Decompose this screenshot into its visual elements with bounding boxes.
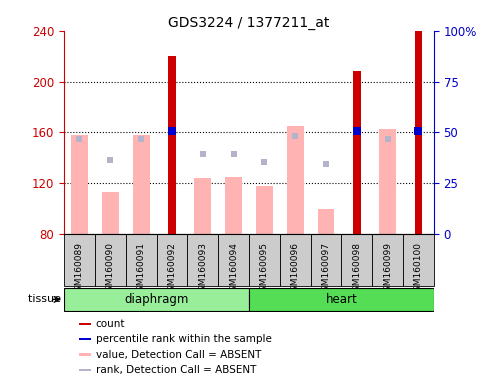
Text: tissue: tissue [28, 295, 64, 305]
Text: GSM160090: GSM160090 [106, 242, 115, 297]
Text: GSM160093: GSM160093 [198, 242, 207, 297]
Bar [225, 177, 242, 234]
Text: GSM160089: GSM160089 [75, 242, 84, 297]
Bar [353, 71, 361, 234]
Bar [79, 338, 91, 340]
Bar [102, 192, 119, 234]
Bar [187, 234, 218, 286]
Bar [403, 234, 434, 286]
Text: GSM160096: GSM160096 [291, 242, 300, 297]
Text: GSM160092: GSM160092 [168, 242, 176, 297]
Bar [71, 135, 88, 234]
Bar [133, 135, 149, 234]
Text: rank, Detection Call = ABSENT: rank, Detection Call = ABSENT [96, 365, 256, 375]
Bar [341, 234, 372, 286]
Text: diaphragm: diaphragm [124, 293, 189, 306]
Bar [218, 234, 249, 286]
Bar [79, 369, 91, 371]
Bar [256, 186, 273, 234]
Bar [249, 288, 434, 311]
Bar [415, 31, 423, 234]
Text: percentile rank within the sample: percentile rank within the sample [96, 334, 272, 344]
Bar [168, 56, 176, 234]
Text: GSM160094: GSM160094 [229, 242, 238, 297]
Bar [311, 234, 341, 286]
Text: heart: heart [325, 293, 357, 306]
Bar [126, 234, 157, 286]
Bar [64, 234, 95, 286]
Text: GSM160091: GSM160091 [137, 242, 145, 297]
Text: GSM160099: GSM160099 [383, 242, 392, 297]
Text: GSM160097: GSM160097 [321, 242, 330, 297]
Bar [249, 234, 280, 286]
Title: GDS3224 / 1377211_at: GDS3224 / 1377211_at [168, 16, 330, 30]
Bar [372, 234, 403, 286]
Bar [280, 234, 311, 286]
Bar [317, 209, 334, 234]
Text: GSM160098: GSM160098 [352, 242, 361, 297]
Bar [194, 178, 211, 234]
Text: GSM160095: GSM160095 [260, 242, 269, 297]
Text: GSM160100: GSM160100 [414, 242, 423, 297]
Bar [287, 126, 304, 234]
Bar [95, 234, 126, 286]
Text: value, Detection Call = ABSENT: value, Detection Call = ABSENT [96, 349, 261, 359]
Bar [157, 234, 187, 286]
Bar [79, 354, 91, 356]
Bar [79, 323, 91, 325]
Bar [379, 129, 396, 234]
Bar [64, 288, 249, 311]
Text: count: count [96, 319, 125, 329]
